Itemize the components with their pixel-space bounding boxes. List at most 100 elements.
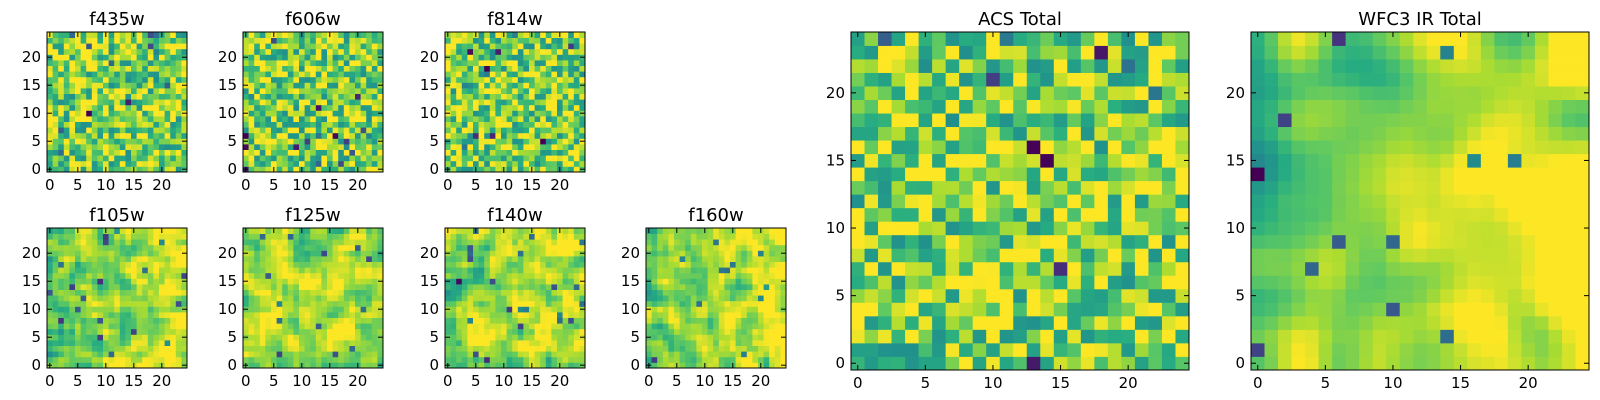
heatmap-cell (315, 261, 322, 268)
heatmap-cell (1026, 207, 1041, 222)
heatmap-cell (545, 132, 552, 139)
heatmap-cell (891, 153, 906, 168)
heatmap-cell (181, 239, 188, 246)
heatmap-cell (114, 295, 121, 302)
heatmap-cell (52, 295, 59, 302)
heatmap-cell (501, 295, 507, 302)
heatmap-cell (461, 356, 468, 363)
heatmap-cell (366, 272, 373, 279)
heatmap-cell (147, 351, 154, 358)
heatmap-cell (1013, 167, 1028, 182)
heatmap-cell (332, 351, 339, 358)
heatmap-cell (349, 228, 356, 234)
heatmap-cell (80, 60, 87, 66)
heatmap-cell (450, 284, 457, 290)
heatmap-cell (1161, 207, 1176, 222)
heatmap-cell (114, 228, 121, 234)
heatmap-cell (175, 228, 182, 234)
heatmap-cell (147, 250, 154, 257)
heatmap-cell (332, 250, 339, 257)
heatmap-cell (478, 99, 485, 106)
heatmap-cell (114, 340, 121, 346)
heatmap-cell (265, 65, 272, 72)
heatmap-cell (349, 317, 356, 324)
heatmap-cell (450, 345, 457, 352)
heatmap-cell (119, 312, 126, 318)
heatmap-cell (986, 288, 1001, 303)
heatmap-cell (473, 93, 479, 100)
heatmap-cell (136, 278, 143, 285)
heatmap-cell (282, 284, 289, 290)
heatmap-cell (763, 328, 770, 335)
heatmap-cell (304, 228, 311, 234)
heatmap-cell (545, 88, 552, 94)
heatmap-cell (248, 88, 255, 94)
heatmap-cell (763, 351, 770, 358)
heatmap-cell (851, 288, 865, 303)
heatmap-cell (164, 99, 171, 106)
heatmap-cell (80, 155, 87, 162)
heatmap-cell (315, 121, 322, 128)
heatmap-cell (1067, 315, 1082, 330)
heatmap-cell (774, 272, 781, 279)
heatmap-cell (131, 250, 137, 257)
heatmap-cell (696, 300, 703, 307)
heatmap-cell (512, 144, 519, 150)
heatmap-cell (371, 233, 378, 240)
heatmap-cell (450, 93, 457, 100)
heatmap-cell (360, 244, 367, 251)
heatmap-cell (763, 261, 770, 268)
heatmap-cell (131, 334, 137, 341)
heatmap-cell (1040, 234, 1055, 249)
heatmap-cell (730, 261, 736, 268)
heatmap-cell (315, 43, 322, 50)
heatmap-cell (517, 233, 524, 240)
heatmap-cell (1067, 180, 1082, 195)
heatmap-cell (254, 356, 261, 363)
heatmap-cell (445, 323, 451, 330)
heatmap-cell (646, 328, 652, 335)
heatmap-cell (136, 132, 143, 139)
heatmap-cell (304, 99, 311, 106)
heatmap-cell (142, 88, 149, 94)
heatmap-cell (707, 267, 714, 274)
heatmap-cell (730, 233, 736, 240)
heatmap-cell (523, 121, 530, 128)
heatmap-cell (131, 160, 137, 167)
heatmap-cell (315, 345, 322, 352)
heatmap-cell (679, 317, 686, 324)
heatmap-cell (690, 317, 697, 324)
heatmap-cell (170, 37, 177, 44)
heatmap-cell (159, 244, 165, 251)
heatmap-cell (371, 138, 378, 145)
heatmap-cell (545, 362, 552, 369)
heatmap-cell (170, 127, 177, 134)
heatmap-cell (114, 155, 121, 162)
heatmap-cell (147, 110, 154, 117)
heatmap-cell (489, 295, 496, 302)
heatmap-cell (310, 256, 317, 262)
heatmap-cell (551, 328, 558, 335)
heatmap-cell (321, 116, 328, 122)
heatmap-cell (551, 32, 558, 38)
heatmap-cell (299, 88, 305, 94)
heatmap-cell (69, 54, 76, 61)
heatmap-cell (540, 351, 547, 358)
heatmap-cell (557, 334, 563, 341)
heatmap-cell (97, 267, 104, 274)
heatmap-cell (674, 312, 680, 318)
heatmap-cell (529, 256, 535, 262)
heatmap-cell (905, 288, 919, 303)
x-tick-label: 20 (152, 372, 171, 390)
heatmap-cell (243, 132, 249, 139)
heatmap-cell (170, 144, 177, 150)
heatmap-cell (343, 32, 350, 38)
heatmap-cell (170, 104, 177, 111)
heatmap-cell (506, 267, 513, 274)
heatmap-cell (52, 71, 59, 78)
heatmap-cell (377, 272, 384, 279)
heatmap-cell (321, 155, 328, 162)
heatmap-cell (343, 306, 350, 313)
heatmap-cell (1080, 342, 1095, 357)
heatmap-cell (114, 278, 121, 285)
